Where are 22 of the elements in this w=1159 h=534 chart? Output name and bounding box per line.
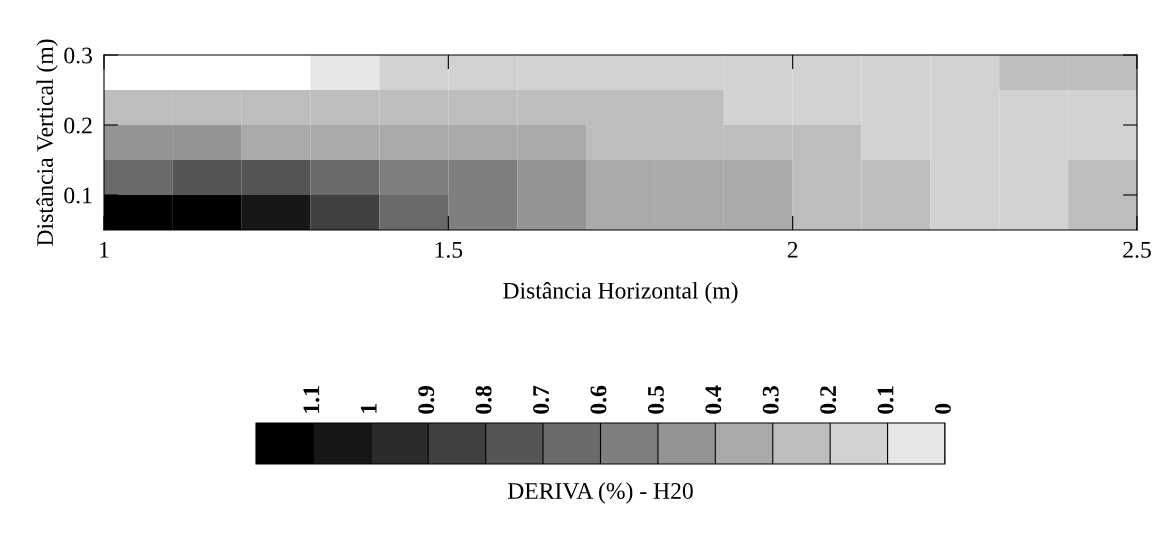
color-bar-label: 1.1 (303, 386, 320, 413)
color-bar-label: 0.8 (475, 385, 492, 414)
y-axis-title: Distância Vertical (m) (36, 39, 58, 246)
y-tick-label: 0.1 (64, 187, 92, 204)
x-tick-label: 2.5 (1123, 241, 1151, 258)
color-bar-label: 0 (934, 403, 951, 414)
color-bar-label: 0.6 (590, 385, 607, 414)
y-tick-label: 0.2 (64, 117, 92, 134)
x-tick-label: 2 (787, 241, 798, 258)
color-bar-label: 0.4 (705, 385, 722, 414)
x-tick-label: 1 (100, 241, 109, 258)
color-bar-label: 0.2 (820, 386, 837, 414)
y-tick-label: 0.3 (64, 47, 92, 64)
color-bar-label: 1 (360, 404, 377, 413)
color-bar-label: 0.9 (418, 386, 435, 414)
color-bar-label: 0.5 (647, 386, 664, 414)
color-bar-label: 0.1 (877, 386, 894, 414)
color-bar-title: DERIVA (%) - H20 (507, 482, 693, 504)
color-bar-label: 0.3 (762, 385, 779, 414)
x-axis-title: Distância Horizontal (m) (503, 281, 738, 304)
color-bar-label: 0.7 (533, 385, 550, 414)
x-tick-label: 1.5 (435, 241, 463, 258)
